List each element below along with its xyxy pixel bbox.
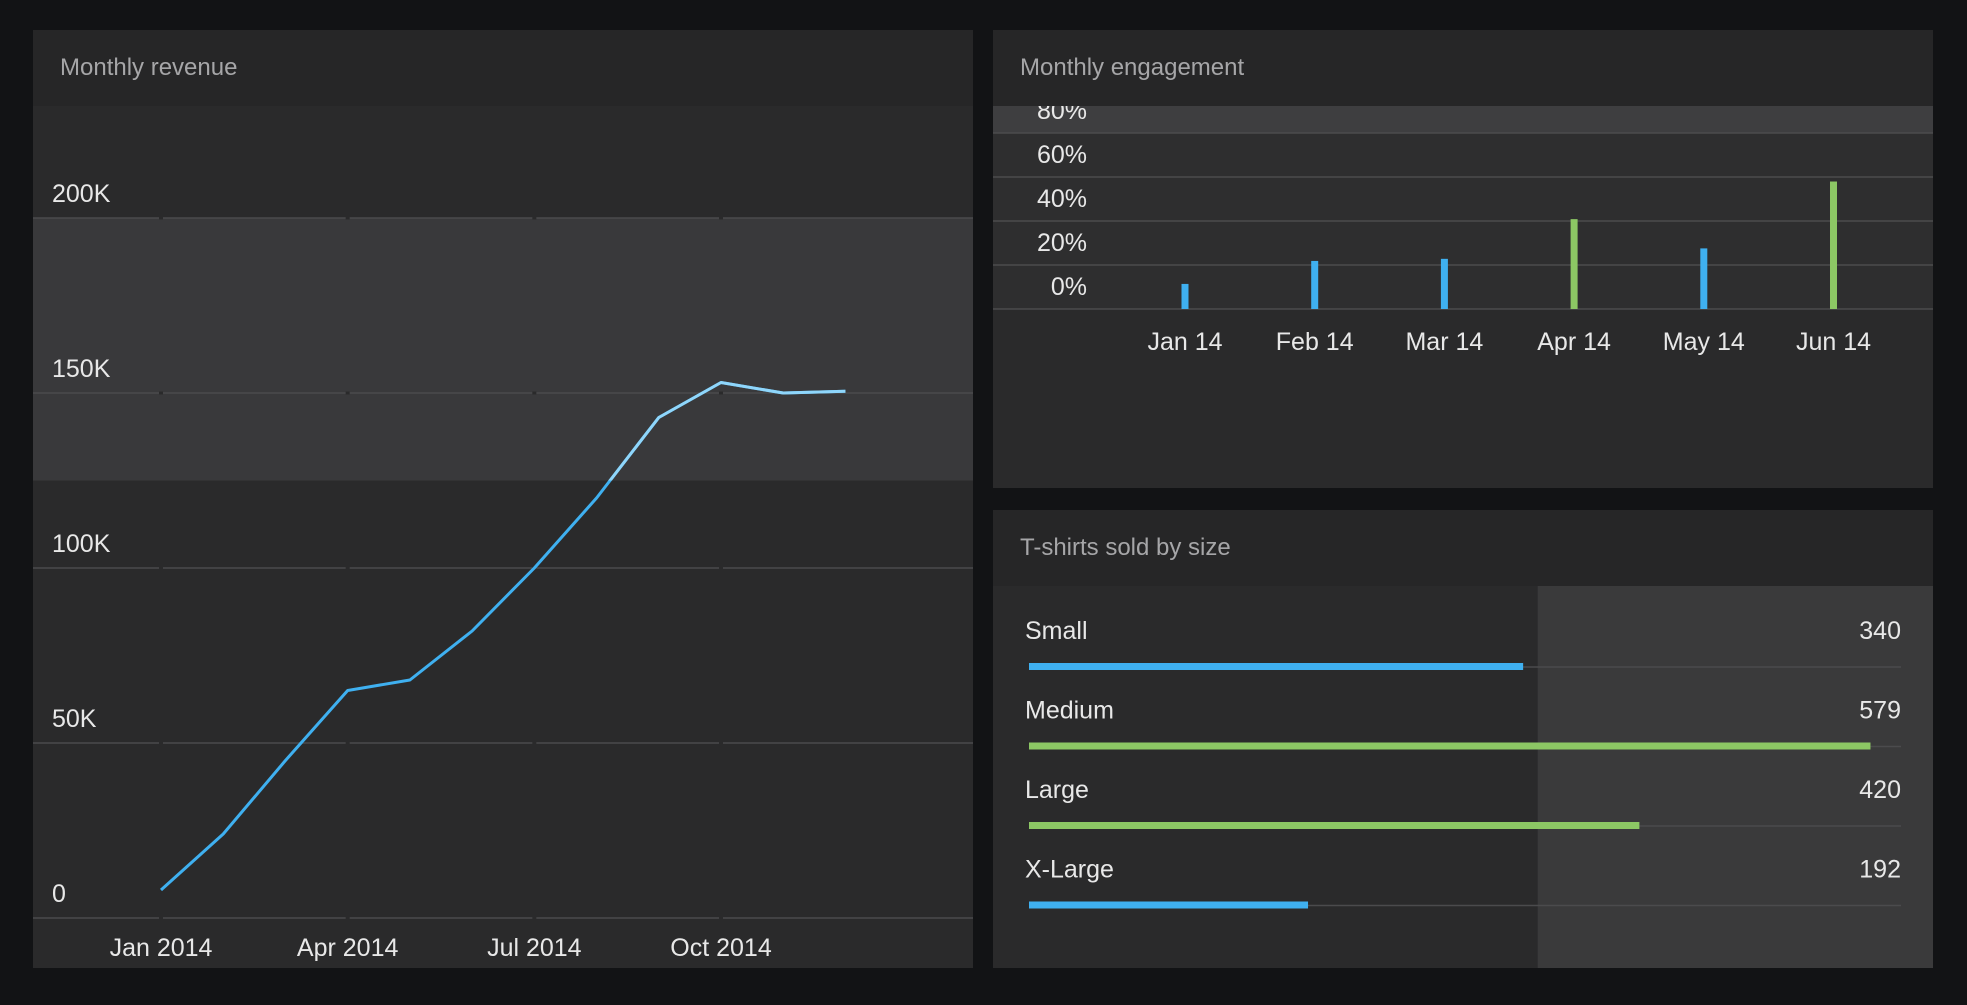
x-tick-label: Apr 14 bbox=[1537, 328, 1611, 356]
tshirts-panel: T-shirts sold by size Small 340 Medium 579 L… bbox=[993, 510, 1933, 968]
revenue-panel-title: Monthly revenue bbox=[33, 30, 973, 106]
size-value: 340 bbox=[1859, 617, 1901, 645]
size-label: X-Large bbox=[1025, 856, 1114, 884]
size-bar bbox=[1029, 742, 1871, 750]
size-label: Large bbox=[1025, 776, 1089, 804]
engagement-bar bbox=[1570, 219, 1578, 309]
engagement-bar bbox=[1700, 248, 1708, 309]
y-tick-label: 20% bbox=[1037, 229, 1087, 257]
y-tick-label: 200K bbox=[52, 180, 111, 208]
engagement-bar bbox=[1181, 283, 1189, 309]
y-tick-label: 80% bbox=[1037, 106, 1087, 125]
engagement-bar-chart: 0% 20% 40% 60% 80% Jan 14 Feb 14 Mar 14 Apr 14 Ma… bbox=[993, 106, 1933, 356]
engagement-panel: Monthly engagement 0% 20% 40% 60% 80% Jan 14 F… bbox=[993, 30, 1933, 488]
size-value: 579 bbox=[1859, 697, 1901, 725]
x-tick-label: Jul 2014 bbox=[487, 934, 582, 962]
x-tick-label: Jan 2014 bbox=[110, 934, 213, 962]
x-tick-label: Mar 14 bbox=[1405, 328, 1483, 356]
highlight-band bbox=[33, 218, 973, 481]
highlight-band bbox=[993, 106, 1933, 133]
x-tick-label: Jun 14 bbox=[1796, 328, 1871, 356]
y-tick-label: 100K bbox=[52, 530, 111, 558]
size-bar bbox=[1029, 663, 1524, 670]
engagement-bar bbox=[1311, 260, 1319, 309]
y-tick-label: 50K bbox=[52, 705, 97, 733]
tshirts-panel-title: T-shirts sold by size bbox=[993, 510, 1933, 586]
x-tick-label: May 14 bbox=[1663, 328, 1745, 356]
tshirts-bar-chart: Small 340 Medium 579 Large 420 X-Large 192 bbox=[1025, 586, 1933, 968]
x-tick-label: Feb 14 bbox=[1276, 328, 1354, 356]
revenue-line-chart: 0 50K 100K 150K 200K Jan 2014 Apr 2014 Jul 2014… bbox=[33, 180, 973, 962]
highlight-band bbox=[1537, 586, 1933, 968]
size-bar bbox=[1029, 901, 1309, 909]
engagement-panel-title: Monthly engagement bbox=[993, 30, 1933, 106]
size-value: 192 bbox=[1859, 856, 1901, 884]
engagement-bar bbox=[1830, 181, 1837, 309]
y-tick-label: 40% bbox=[1037, 185, 1087, 213]
size-label: Small bbox=[1025, 617, 1088, 645]
y-tick-label: 60% bbox=[1037, 141, 1087, 169]
size-value: 420 bbox=[1859, 776, 1901, 804]
revenue-panel: Monthly revenue 0 50K 100K 150K 200K Jan 2014… bbox=[33, 30, 973, 968]
revenue-series-line-highlight bbox=[608, 381, 846, 481]
x-tick-label: Jan 14 bbox=[1147, 328, 1222, 356]
size-label: Medium bbox=[1025, 697, 1114, 725]
x-tick-label: Apr 2014 bbox=[297, 934, 399, 962]
y-tick-label: 0% bbox=[1051, 273, 1087, 301]
size-bar bbox=[1029, 822, 1640, 829]
y-tick-label: 150K bbox=[52, 355, 111, 383]
y-tick-label: 0 bbox=[52, 880, 66, 908]
x-tick-label: Oct 2014 bbox=[670, 934, 772, 962]
engagement-bar bbox=[1440, 258, 1448, 309]
